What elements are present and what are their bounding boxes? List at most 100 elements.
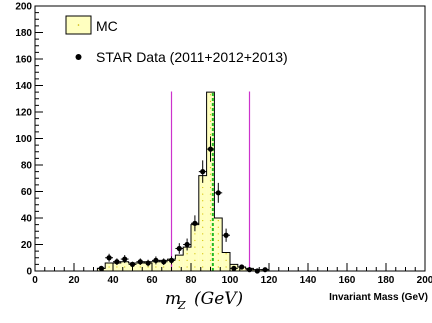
x-tick-label: 100 (222, 275, 239, 286)
mc-bar-texture (202, 193, 204, 195)
y-tick-label: 60 (21, 187, 33, 198)
mc-bar-texture (209, 246, 212, 248)
mc-bar-texture (116, 266, 118, 268)
mc-bar-texture (202, 253, 204, 255)
mc-bar-texture (202, 220, 204, 222)
mc-bar-texture (209, 127, 212, 129)
mc-bar-texture (209, 239, 212, 242)
mc-bar-texture (217, 259, 219, 261)
mc-bar (175, 255, 184, 271)
mc-bar-texture (209, 213, 212, 215)
data-point (106, 255, 112, 261)
mc-bar-texture (202, 266, 204, 268)
data-point (161, 259, 167, 265)
mc-bar-texture (209, 120, 212, 122)
x-tick-label: 180 (378, 275, 395, 286)
y-tick-label: 160 (15, 55, 32, 66)
mc-bar-texture (209, 100, 212, 102)
mc-bar-texture (147, 266, 149, 268)
mc-bar-texture (108, 266, 110, 268)
data-point (231, 265, 237, 271)
mc-bar-texture (178, 259, 180, 261)
mc-bar-texture (225, 259, 227, 261)
axes: 0 20 40 60 80 100 120 140 160 180 200 0 20 40 60 80 100 1… (15, 2, 432, 287)
y-tick-label: 140 (15, 81, 32, 92)
x-tick-label: 140 (300, 275, 317, 286)
annotation-subscript: Z (177, 299, 186, 312)
mc-bar-texture (209, 94, 212, 96)
plot-frame (34, 5, 426, 272)
mc-bar (183, 247, 191, 271)
y-tick-label: 200 (15, 2, 32, 13)
annotation-unit: (GeV) (194, 289, 243, 309)
mc-bar-texture (139, 266, 141, 268)
mc-bar-texture (202, 186, 204, 189)
x-tick-label: 60 (146, 275, 158, 286)
mc-bar-texture (209, 180, 212, 182)
y-tick-label: 80 (21, 161, 33, 172)
mc-bar-texture (209, 226, 212, 228)
legend-mc-swatch-dot (77, 24, 80, 26)
mc-bar (159, 260, 168, 271)
mc-bar-texture (225, 253, 227, 255)
data-point (129, 261, 136, 267)
data-point (168, 257, 175, 263)
mc-bar-texture (209, 220, 212, 222)
y-tick-label: 40 (21, 214, 33, 225)
mc-bar-texture (194, 259, 196, 261)
mc-bar-texture (194, 266, 196, 268)
mc-bar-texture (209, 167, 212, 169)
data-point (223, 232, 229, 238)
mc-bar-texture (202, 239, 204, 242)
data-point (98, 265, 104, 271)
x-tick-label: 0 (32, 275, 38, 286)
mass-annotation: m Z (GeV) (165, 289, 243, 312)
mc-bar-texture (217, 266, 219, 268)
mc-bar-texture (209, 186, 212, 189)
data-point (184, 241, 190, 248)
mc-bar-texture (124, 266, 126, 268)
x-tick-label: 200 (417, 275, 432, 286)
mc-bar (198, 175, 207, 271)
mc-bar-texture (209, 133, 212, 136)
data-point (207, 146, 214, 152)
y-tick-label: 180 (15, 28, 32, 39)
x-tick-label: 40 (107, 275, 119, 286)
mc-bar-texture (209, 233, 212, 235)
mc-bar-texture (202, 259, 204, 261)
data-point (192, 220, 198, 226)
data-point (145, 260, 151, 266)
mc-bar-texture (194, 239, 196, 242)
data-point (239, 264, 245, 270)
mc-bar (120, 261, 129, 271)
x-tick-label: 80 (185, 275, 197, 286)
mc-bar-texture (202, 226, 204, 228)
data-point (137, 259, 143, 265)
mc-bar-texture (186, 266, 188, 268)
data-point (153, 257, 159, 263)
mc-bar-texture (186, 253, 188, 255)
mc-bar (222, 252, 230, 271)
legend-data-marker (75, 54, 82, 60)
mc-bar (214, 218, 223, 271)
y-tick-label: 120 (15, 108, 32, 119)
mc-bar (191, 224, 199, 271)
mc-bar (206, 92, 215, 271)
data-point (122, 256, 128, 262)
legend-data-label: STAR Data (2011+2012+2013) (96, 49, 288, 65)
mc-bar-texture (186, 259, 188, 261)
x-tick-label: 160 (339, 275, 356, 286)
mc-bar-texture (217, 239, 219, 242)
mc-bar-texture (217, 246, 219, 248)
mc-bar-texture (209, 206, 212, 208)
mc-bar-texture (217, 253, 219, 255)
mc-bar (152, 261, 160, 271)
mc-bar-texture (217, 220, 219, 222)
mc-bar-texture (202, 206, 204, 208)
plot-area (96, 91, 277, 274)
mc-bar-texture (209, 200, 212, 202)
mc-bar-texture (194, 233, 196, 235)
mc-bar-texture (194, 253, 196, 255)
mc-bar-texture (209, 259, 212, 261)
